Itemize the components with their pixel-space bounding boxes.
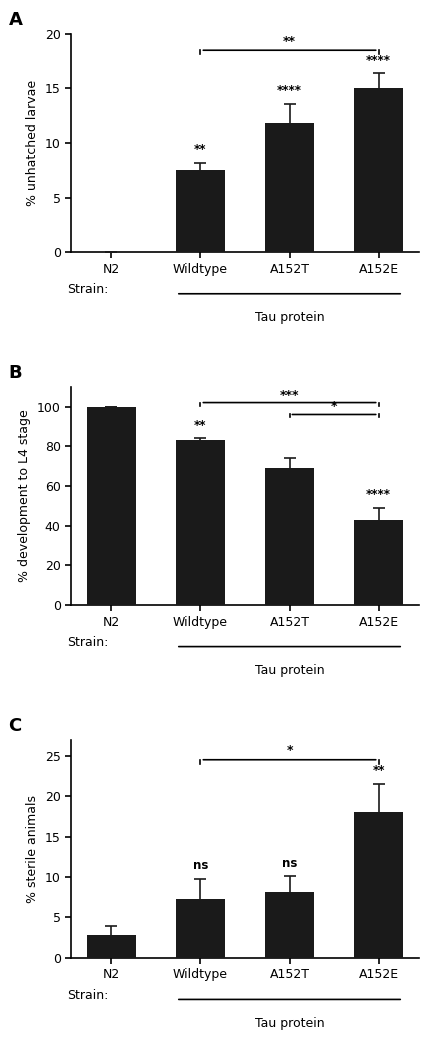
Text: Strain:: Strain: [67,282,108,296]
Text: **: ** [283,36,296,48]
Text: ns: ns [193,859,208,872]
Bar [265,123,314,252]
Text: Tau protein: Tau protein [255,1017,324,1030]
Text: Strain:: Strain: [67,636,108,649]
Bar [354,813,403,958]
Y-axis label: % development to L4 stage: % development to L4 stage [18,410,31,583]
Text: ns: ns [282,857,297,869]
Bar [265,469,314,605]
Text: **: ** [194,418,207,432]
Text: Tau protein: Tau protein [255,312,324,324]
Bar [176,899,225,958]
Bar [354,520,403,605]
Bar [265,892,314,958]
Text: A: A [9,12,22,29]
Text: C: C [9,718,22,735]
Text: ****: **** [366,488,391,501]
Y-axis label: % unhatched larvae: % unhatched larvae [26,79,39,206]
Text: ***: *** [280,388,299,402]
Bar [176,170,225,252]
Bar [176,440,225,605]
Text: *: * [331,401,337,413]
Bar [87,935,136,958]
Bar [87,407,136,605]
Text: ****: **** [277,84,302,97]
Bar [354,89,403,252]
Text: ****: **** [366,53,391,67]
Text: B: B [9,364,22,383]
Text: **: ** [372,765,385,777]
Text: Strain:: Strain: [67,988,108,1001]
Text: Tau protein: Tau protein [255,664,324,677]
Text: **: ** [194,143,207,156]
Y-axis label: % sterile animals: % sterile animals [26,795,39,903]
Text: *: * [286,745,293,757]
